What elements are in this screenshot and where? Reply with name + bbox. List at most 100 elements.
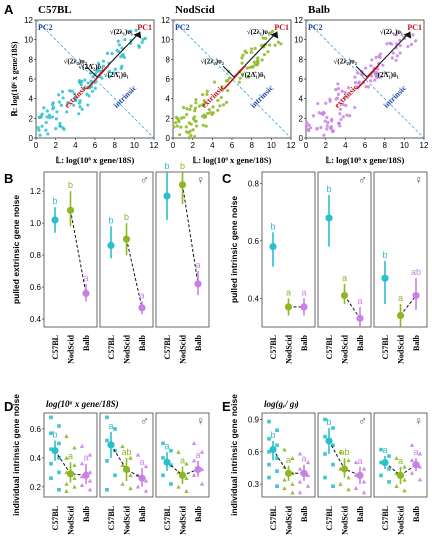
data-point [95,70,99,74]
data-point [329,127,333,131]
individual-point [387,467,391,471]
lambda1-label: √(2λ₁)υ₁ [247,28,270,36]
data-point [61,96,65,100]
significance-letter: a [382,445,387,455]
data-point [249,50,253,54]
individual-point [49,415,53,420]
subpanel-frame [99,171,154,328]
individual-point [275,443,279,448]
data-point [77,112,81,116]
data-point [355,71,360,75]
x-tick-label: 12 [287,141,296,150]
category-label: NodScid [67,505,76,534]
data-point [137,44,141,48]
individual-point [297,451,303,456]
data-point [249,47,254,51]
individual-point [79,483,85,488]
female-symbol: ♀ [196,414,205,428]
subpanel-male: ♂ b C57BL a NodScid a Balb [317,171,372,364]
mean-point [122,235,131,243]
data-point [59,103,64,107]
data-point [78,105,82,109]
data-point [338,112,342,116]
individual-point [331,462,335,467]
data-point [268,43,272,47]
x-axis-label: 𝕃: log(10⁶ x gene/18S) [193,155,272,165]
y-tick-label: 2 [299,114,304,123]
y-tick-label: 0 [29,134,34,143]
data-point [338,107,343,111]
mean-connector [110,444,143,479]
data-point [237,80,242,84]
significance-letter: b [52,430,57,440]
individual-point [161,456,165,460]
mean-point [300,469,308,477]
data-point [398,44,402,48]
individual-point [417,464,423,469]
category-label: C57BL [269,335,278,359]
y-tick-label: 8 [299,55,304,64]
panel-header: log(gᵣ/ gₗ) [264,399,299,409]
data-point [78,80,82,85]
y-tick-label: 0.9 [248,415,260,424]
category-label: Balb [412,334,421,351]
data-point [85,92,89,96]
y-axis-label: ℝ: log(10⁶ x gene/18S) [10,41,19,117]
individual-point [128,486,133,491]
data-point [219,95,223,100]
significance-letter: a [195,450,200,460]
mean-point [356,314,364,322]
individual-point [143,464,149,469]
significance-letter: a [195,260,200,270]
subpanel-frame [317,412,372,498]
data-point [141,37,145,42]
category-label: Balb [82,505,91,522]
y-tick-label: 12 [24,16,33,25]
individual-point [49,476,53,480]
individual-point [338,449,343,454]
x-tick-label: 10 [400,141,409,150]
subpanel-male: ♂ b C57BL ab NodScid a Balb [317,412,372,535]
data-point [353,105,357,110]
significance-letter: a [413,447,418,457]
lambda1hat-label: √(2Λ̂₁)ῡ₁ [374,71,399,79]
significance-letter: b [52,196,57,206]
data-point [406,44,410,49]
data-point [100,76,104,80]
data-point [394,58,398,62]
individual-point [305,460,311,465]
individual-point [64,433,69,438]
data-point [370,58,374,62]
data-point [201,93,205,97]
male-symbol: ♂ [140,414,149,428]
data-point [87,94,91,98]
individual-point [79,461,85,466]
y-tick-label: 0.6 [248,237,260,246]
data-point [256,58,260,63]
data-point [216,98,220,103]
individual-point [87,469,93,474]
category-label: C57BL [107,335,116,359]
individual-point [323,434,327,439]
data-point [172,125,176,129]
panel-label-C: C [222,171,232,186]
data-point [181,105,186,110]
significance-letter: a [68,451,73,461]
data-point [326,120,330,125]
data-point [378,52,383,56]
individual-point [87,487,93,492]
category-label: NodScid [123,505,132,534]
data-point [115,48,119,52]
lambda1hat-label: √(2Λ̂₁)ῡ₁ [104,71,129,79]
mean-point [284,469,293,477]
data-point [325,124,329,128]
data-point [381,63,385,67]
individual-point [346,475,351,480]
category-label: Balb [194,505,203,522]
mean-point [66,206,75,214]
x-tick-label: 4 [73,141,78,150]
individual-point [184,475,189,480]
significance-letter: a [357,456,362,466]
data-point [203,100,207,104]
